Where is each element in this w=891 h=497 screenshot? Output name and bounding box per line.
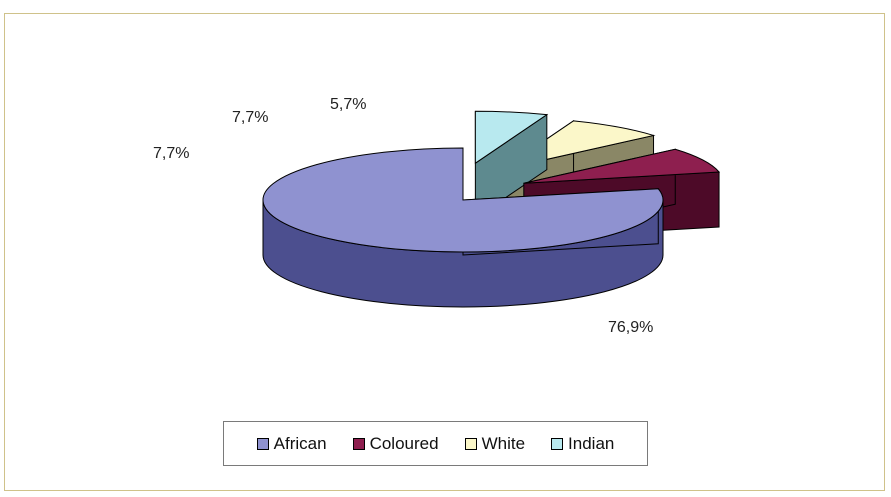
legend-item-white: White	[464, 433, 526, 454]
data-label-indian: 5,7%	[330, 96, 366, 113]
slice-coloured	[523, 148, 721, 184]
data-label-coloured: 7,7%	[153, 145, 189, 162]
legend-swatch-coloured	[352, 437, 365, 450]
legend-label-white: White	[481, 433, 526, 453]
legend-item-indian: Indian	[551, 434, 614, 454]
legend-swatch-white	[464, 437, 477, 450]
legend-item-coloured: Coloured	[352, 433, 439, 454]
legend-label-indian: Indian	[568, 433, 615, 453]
legend-swatch-african	[256, 437, 269, 450]
data-label-white: 7,7%	[232, 109, 268, 126]
slice-indian	[474, 110, 549, 165]
legend-label-coloured: Coloured	[369, 433, 439, 453]
data-label-african: 76,9%	[608, 319, 653, 336]
slice-african	[262, 147, 664, 253]
legend: African Coloured White Indian	[223, 421, 648, 466]
legend-label-african: African	[273, 433, 327, 453]
legend-item-african: African	[256, 433, 327, 454]
legend-swatch-indian	[551, 437, 564, 450]
